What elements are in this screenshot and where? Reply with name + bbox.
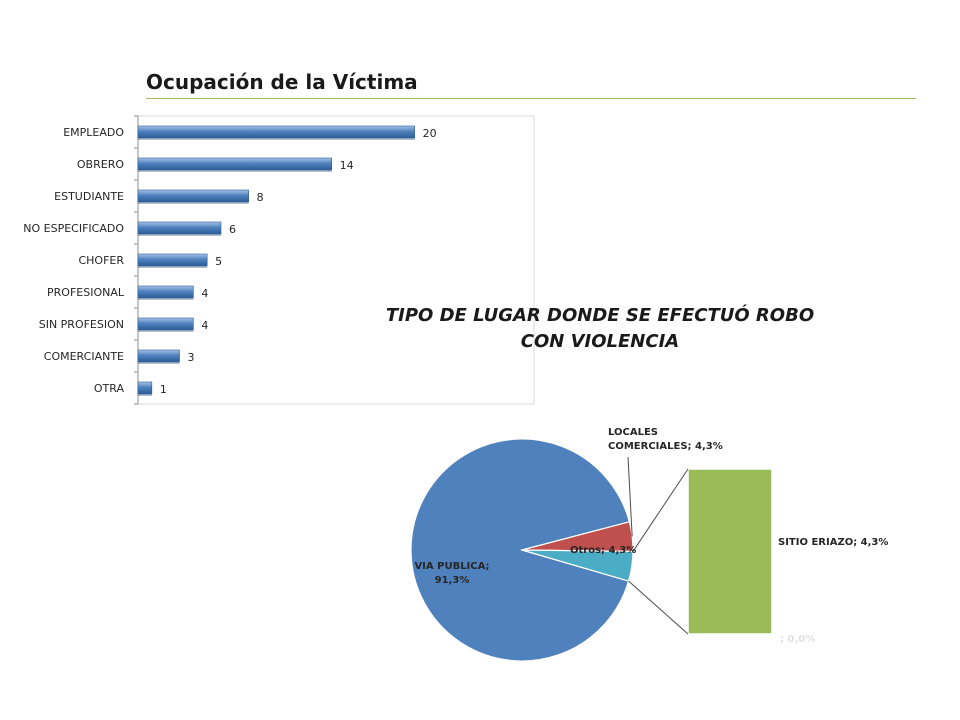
- bar-data-label: 5: [215, 255, 222, 268]
- category-label: CHOFER: [78, 254, 124, 267]
- secondary-bar-segment: [687, 468, 773, 635]
- pie-label-via-publica: VIA PUBLICA; 91,3%: [414, 561, 489, 586]
- category-label: COMERCIANTE: [44, 350, 124, 363]
- bar-data-label: 20: [423, 127, 437, 140]
- slide-title: Ocupación de la Víctima: [146, 70, 418, 94]
- bar: [137, 349, 180, 363]
- bar-data-label: 1: [160, 383, 167, 396]
- bar: [137, 189, 249, 203]
- pie-chart-title: TIPO DE LUGAR DONDE SE EFECTUÓ ROBO CON …: [385, 305, 815, 352]
- connector-line-top: [632, 468, 689, 552]
- category-label: ESTUDIANTE: [54, 190, 124, 203]
- category-label: OBRERO: [77, 158, 124, 171]
- bar-data-label: 14: [340, 159, 354, 172]
- pie-label-otros: Otros; 4,3%: [570, 545, 636, 556]
- bar-data-label: 8: [257, 191, 264, 204]
- secondary-label-zero: ; 0,0%: [780, 634, 815, 645]
- bar: [137, 157, 332, 171]
- pie-label-locales-comerciales: LOCALES COMERCIALES; 4,3%: [608, 427, 723, 452]
- category-label: SIN PROFESION: [39, 318, 124, 331]
- secondary-label-sitio-eriazo: SITIO ERIAZO; 4,3%: [778, 537, 888, 548]
- bar-data-label: 4: [201, 319, 208, 332]
- connector-line-bottom: [628, 580, 689, 635]
- title-divider: [146, 98, 916, 99]
- category-label: PROFESIONAL: [47, 286, 125, 299]
- pie-slice-via-publica: [410, 438, 631, 662]
- bar-data-label: 6: [229, 223, 236, 236]
- bar: [137, 317, 194, 331]
- bar: [137, 285, 194, 299]
- bar-data-label: 4: [201, 287, 208, 300]
- category-label: NO ESPECIFICADO: [23, 222, 124, 235]
- category-label: EMPLEADO: [63, 126, 124, 139]
- bar: [137, 221, 222, 235]
- bar-data-label: 3: [188, 351, 195, 364]
- bar: [137, 125, 415, 139]
- bar: [137, 381, 153, 395]
- category-label: OTRA: [94, 382, 125, 395]
- leader-line-locales: [627, 456, 633, 537]
- pie-slice-otros: [521, 549, 634, 582]
- bar: [137, 253, 208, 267]
